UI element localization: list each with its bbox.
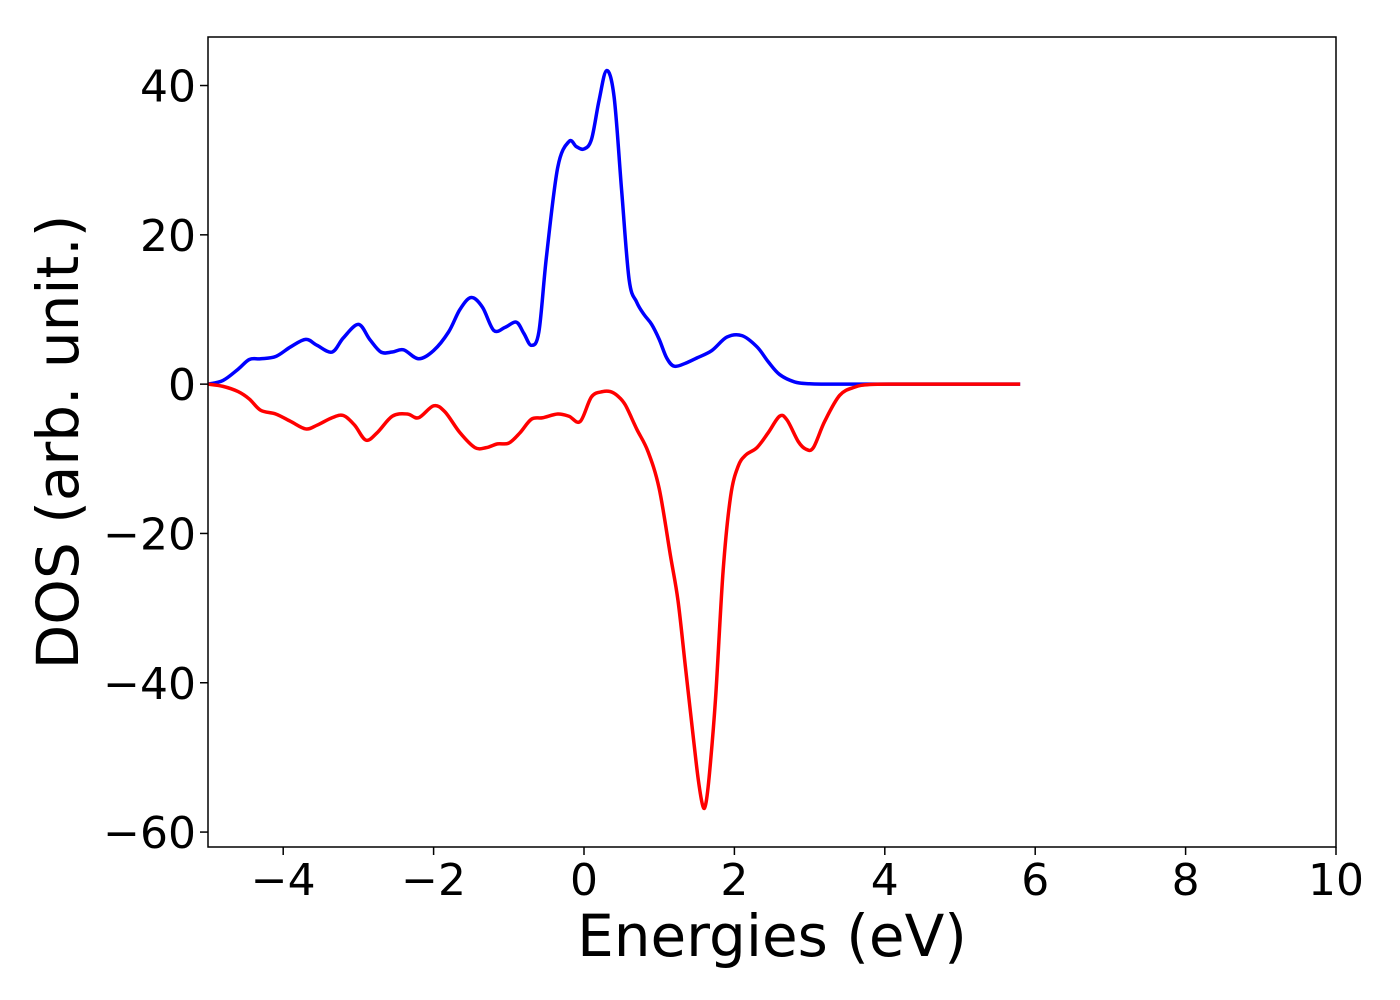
y-tick-label: −40 xyxy=(103,659,196,710)
plot-area xyxy=(208,37,1336,847)
x-tick-label: 8 xyxy=(1172,855,1200,906)
plot-frame xyxy=(207,36,1337,848)
y-tick-label: 20 xyxy=(140,211,196,262)
y-tick-label: 40 xyxy=(140,62,196,113)
x-tick-label: 10 xyxy=(1308,855,1364,906)
x-tick-label: 6 xyxy=(1021,855,1049,906)
series-line-1 xyxy=(208,68,1021,386)
y-tick-label: −60 xyxy=(103,808,196,859)
y-tick-label: −20 xyxy=(103,509,196,560)
x-tick-label: 0 xyxy=(570,855,598,906)
x-tick-label: −2 xyxy=(401,855,466,906)
x-tick-label: 4 xyxy=(871,855,899,906)
x-tick-label: 2 xyxy=(720,855,748,906)
y-axis-label: DOS (arb. unit.) xyxy=(24,215,92,670)
y-tick-label: 0 xyxy=(168,360,196,411)
x-tick-label: −4 xyxy=(251,855,316,906)
x-axis-label: Energies (eV) xyxy=(577,902,967,970)
series-line-2 xyxy=(208,382,1021,811)
